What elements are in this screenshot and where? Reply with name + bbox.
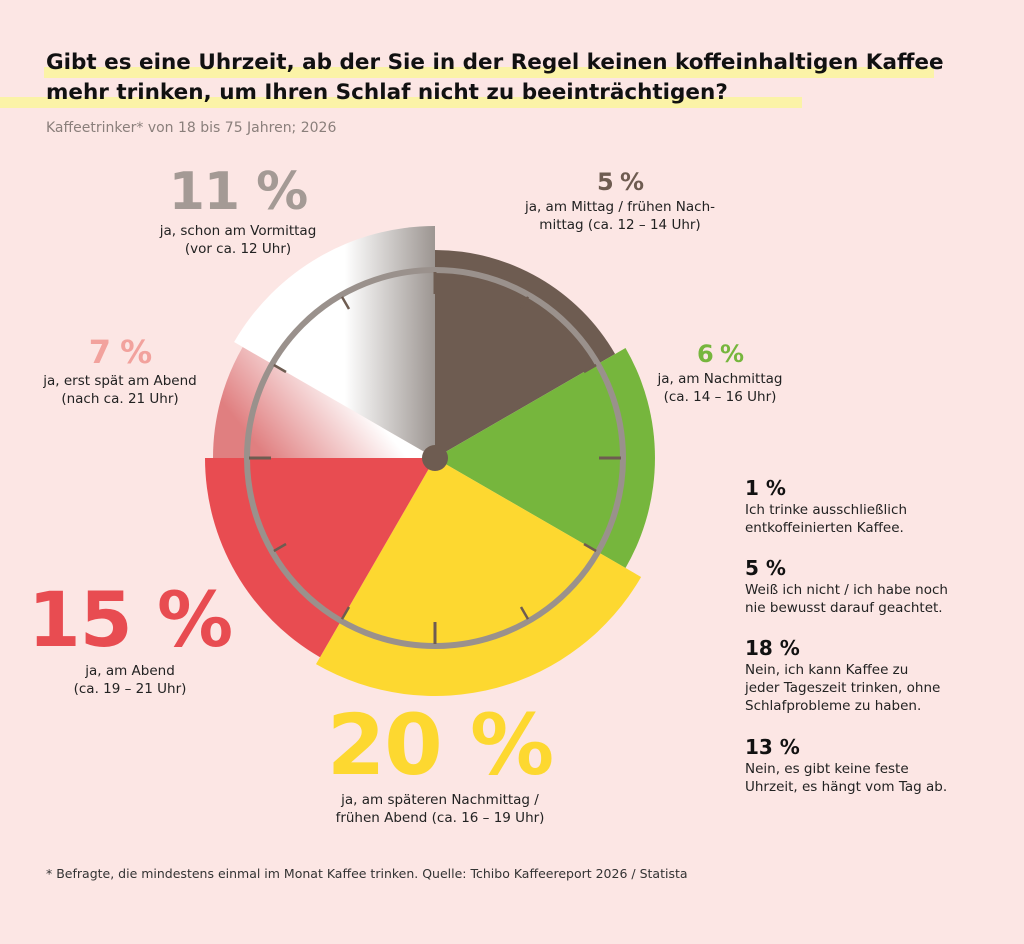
- clock-tick: [273, 363, 287, 374]
- pct-afternoon: 6 %: [696, 340, 744, 368]
- chart-subtitle: Kaffeetrinker* von 18 bis 75 Jahren; 202…: [46, 120, 337, 136]
- pct-evening: 15 %: [27, 575, 233, 664]
- title-line-1: Gibt es eine Uhrzeit, ab der Sie in der …: [46, 50, 944, 75]
- slice-morning: [234, 226, 435, 458]
- other-desc-2: Weiß ich nicht / ich habe noch nie bewus…: [745, 582, 948, 616]
- label-morning: 11 % ja, schon am Vormittag (vor ca. 12 …: [138, 166, 338, 258]
- desc-late-afternoon: ja, am späteren Nachmittag / frühen Aben…: [335, 792, 545, 826]
- other-answer-1: 1 % Ich trinke ausschließlich entkoffein…: [745, 478, 985, 537]
- clock-tick: [340, 296, 351, 310]
- desc-afternoon: ja, am Nachmittag (ca. 14 – 16 Uhr): [657, 371, 783, 405]
- chart-title: Gibt es eine Uhrzeit, ab der Sie in der …: [46, 48, 966, 108]
- clock-tick: [583, 542, 597, 553]
- pct-midday: 5 %: [596, 168, 644, 196]
- slice-evening: [204, 458, 435, 658]
- clock-ticks: [249, 272, 621, 644]
- clock-tick: [273, 542, 287, 553]
- clock-tick: [519, 296, 530, 310]
- label-midday: 5 % ja, am Mittag / frühen Nach- mittag …: [520, 170, 720, 234]
- slice-late-afternoon: [316, 458, 642, 696]
- label-afternoon: 6 % ja, am Nachmittag (ca. 14 – 16 Uhr): [640, 342, 800, 406]
- desc-midday: ja, am Mittag / frühen Nach- mittag (ca.…: [524, 199, 716, 233]
- other-answer-4: 13 % Nein, es gibt keine feste Uhrzeit, …: [745, 737, 985, 796]
- other-pct-1: 1 %: [745, 476, 786, 500]
- other-desc-4: Nein, es gibt keine feste Uhrzeit, es hä…: [745, 761, 948, 795]
- slice-afternoon: [435, 348, 655, 568]
- clock-tick: [519, 606, 530, 620]
- clock-ring: [244, 267, 626, 649]
- slice-midday: [435, 250, 616, 458]
- other-answer-3: 18 % Nein, ich kann Kaffee zu jeder Tage…: [745, 638, 985, 715]
- desc-evening: ja, am Abend (ca. 19 – 21 Uhr): [73, 663, 187, 697]
- other-pct-4: 13 %: [745, 735, 800, 759]
- pct-morning: 11 %: [168, 162, 309, 222]
- label-late-evening: 7 % ja, erst spät am Abend (nach ca. 21 …: [30, 336, 210, 408]
- desc-late-evening: ja, erst spät am Abend (nach ca. 21 Uhr): [43, 373, 197, 407]
- footnote: * Befragte, die mindestens einmal im Mon…: [46, 866, 688, 881]
- pct-late-afternoon: 20 %: [326, 696, 554, 794]
- desc-morning: ja, schon am Vormittag (vor ca. 12 Uhr): [159, 223, 317, 257]
- label-evening: 15 % ja, am Abend (ca. 19 – 21 Uhr): [20, 582, 240, 698]
- other-desc-3: Nein, ich kann Kaffee zu jeder Tageszeit…: [745, 662, 941, 714]
- title-highlight-1: [44, 67, 934, 78]
- other-answer-2: 5 % Weiß ich nicht / ich habe noch nie b…: [745, 558, 985, 617]
- clock-center: [422, 445, 448, 471]
- clock-tick: [583, 363, 597, 374]
- clock-tick: [340, 606, 351, 620]
- other-pct-2: 5 %: [745, 556, 786, 580]
- pct-late-evening: 7 %: [88, 333, 152, 371]
- other-pct-3: 18 %: [745, 636, 800, 660]
- other-desc-1: Ich trinke ausschließlich entkoffeiniert…: [745, 502, 907, 536]
- title-line-2: mehr trinken, um Ihren Schlaf nicht zu b…: [46, 80, 728, 105]
- label-late-afternoon: 20 % ja, am späteren Nachmittag / frühen…: [290, 703, 590, 827]
- title-highlight-2: [0, 97, 802, 108]
